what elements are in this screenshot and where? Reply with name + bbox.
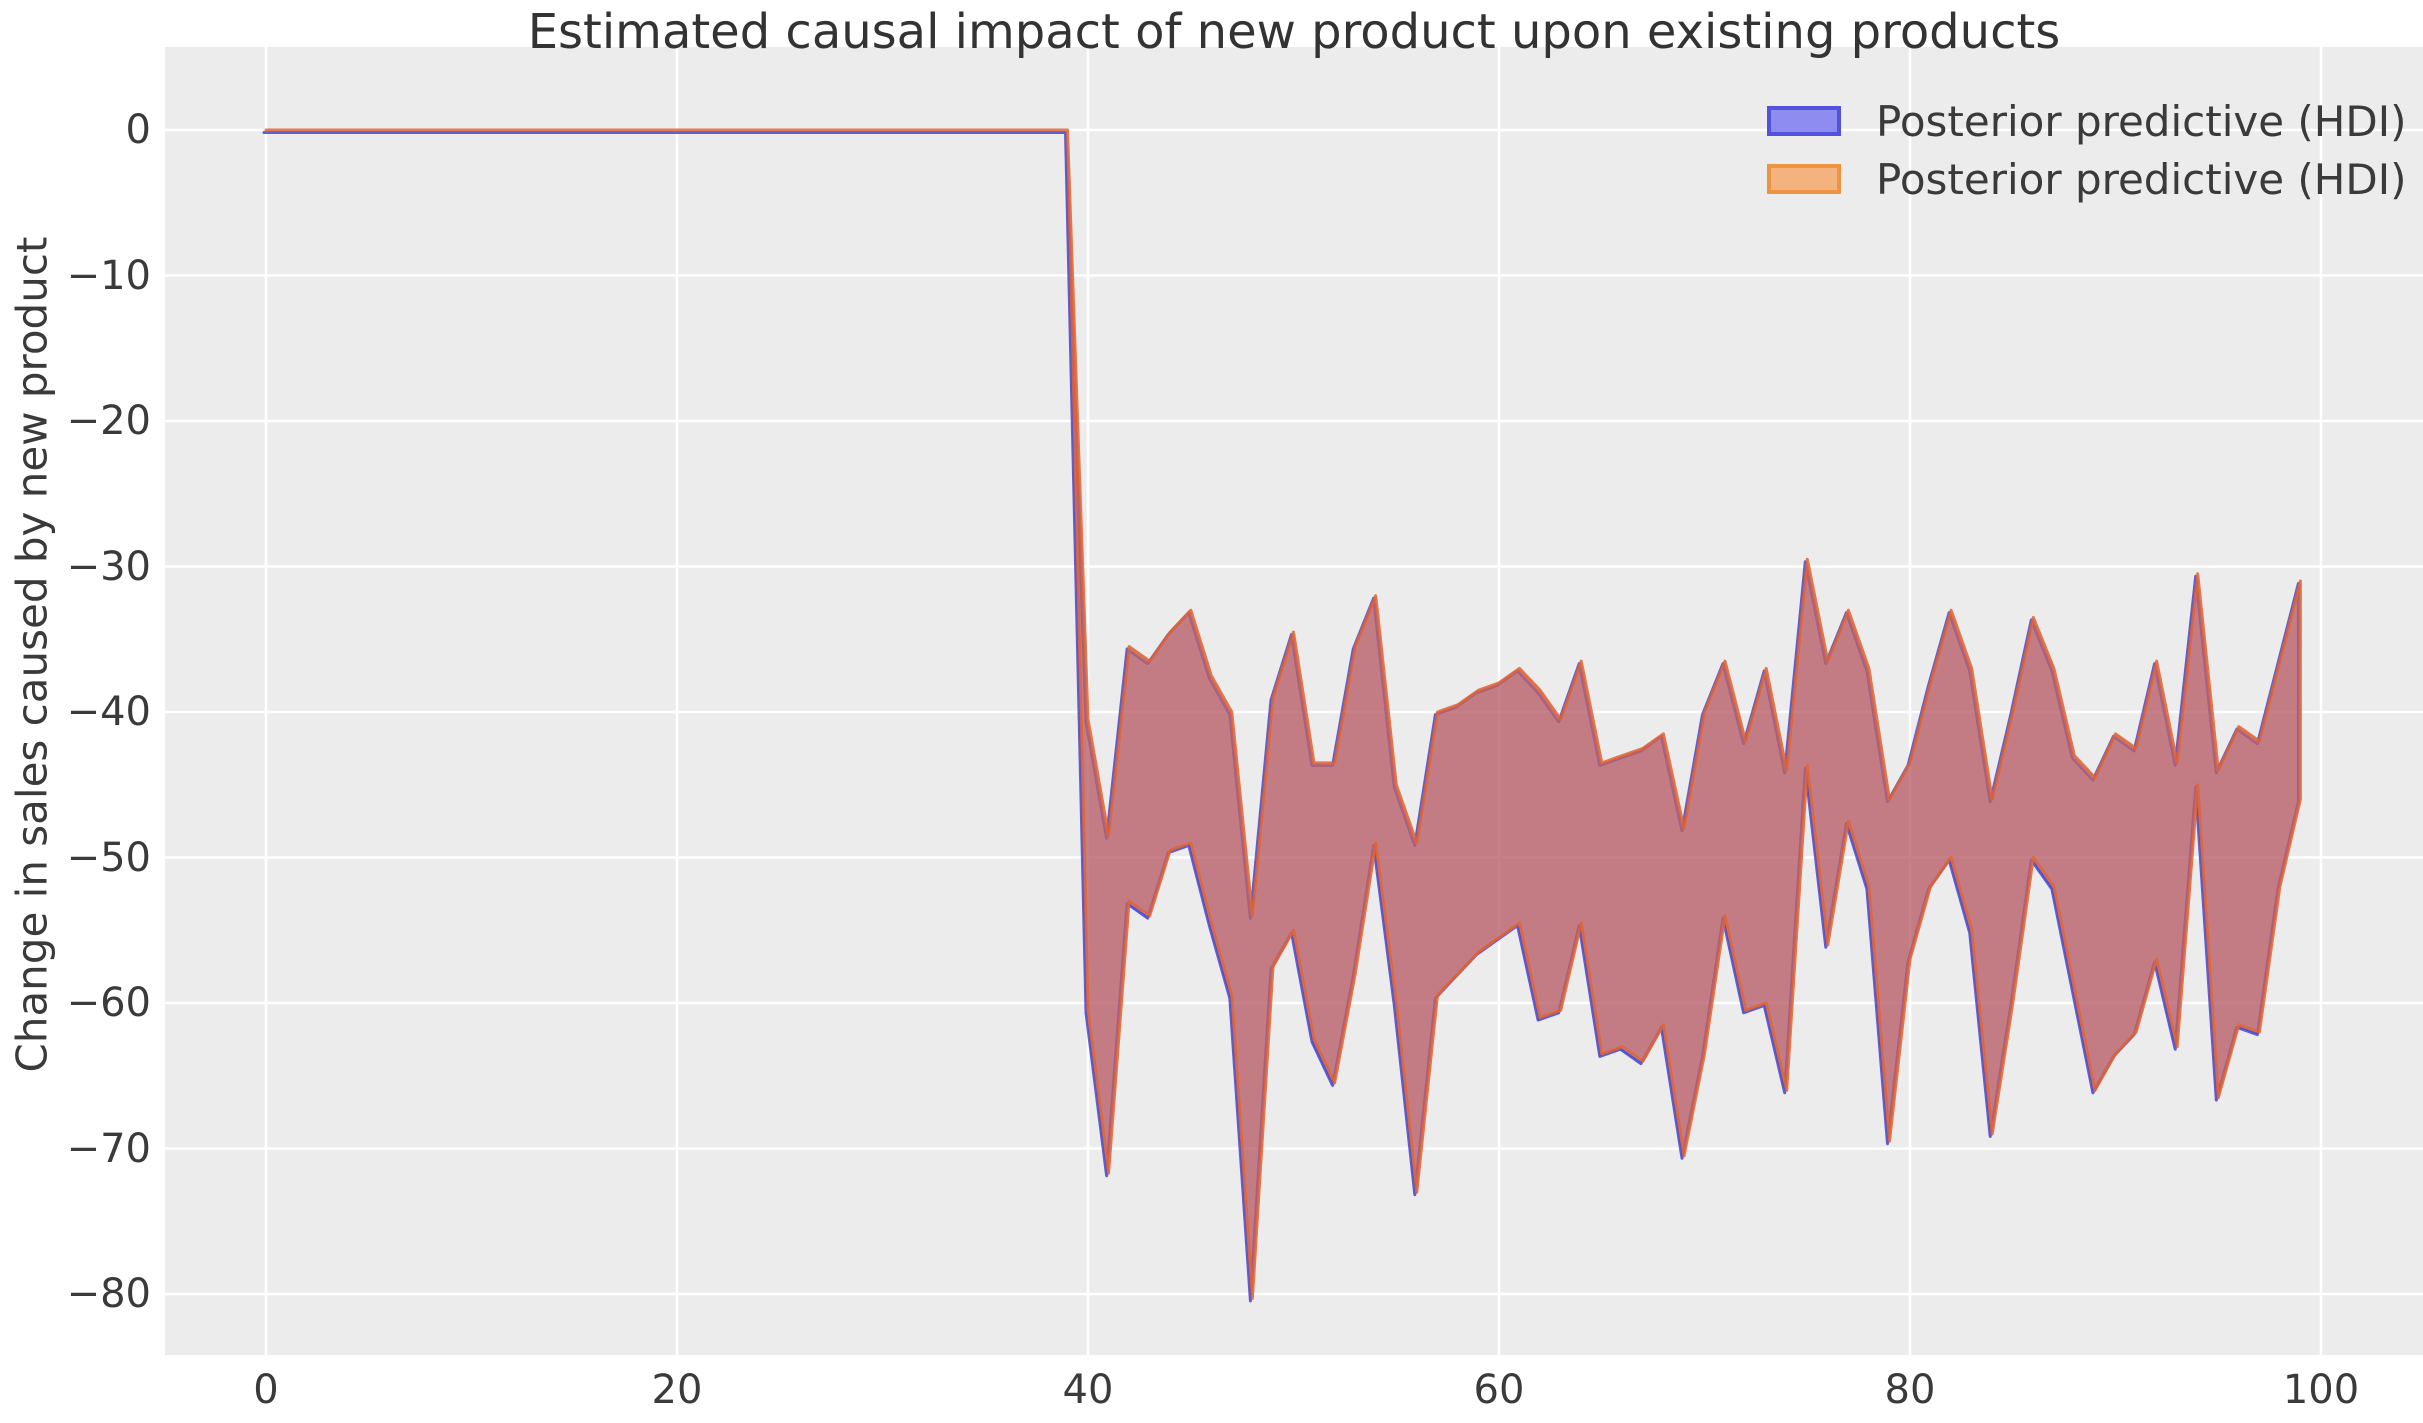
y-tick-label: −40 <box>66 689 151 735</box>
legend-item-blue: Posterior predictive (HDI) <box>1767 97 2407 146</box>
y-tick-label: −60 <box>66 980 151 1026</box>
legend-label-blue: Posterior predictive (HDI) <box>1876 96 2407 146</box>
x-tick-label: 60 <box>1473 1367 1525 1413</box>
x-tick-label: 100 <box>2282 1367 2360 1413</box>
legend-label-orange: Posterior predictive (HDI) <box>1876 154 2407 204</box>
x-tick-label: 20 <box>651 1367 703 1413</box>
legend-item-orange: Posterior predictive (HDI) <box>1767 155 2407 204</box>
y-tick-label: −50 <box>66 834 151 881</box>
x-tick-label: 40 <box>1062 1367 1114 1413</box>
chart-title: Estimated causal impact of new product u… <box>527 4 2061 60</box>
x-tick-label: 0 <box>253 1367 279 1413</box>
hdi-band-orange <box>264 128 2302 1300</box>
y-tick-label: −10 <box>66 252 151 299</box>
y-tick-label: −80 <box>66 1271 151 1317</box>
y-tick-label: −30 <box>66 543 151 590</box>
y-tick-label: 0 <box>125 107 151 153</box>
x-tick-label: 80 <box>1884 1367 1936 1413</box>
y-tick-label: −20 <box>66 398 151 444</box>
legend-swatch-orange-icon <box>1767 164 1841 194</box>
y-tick-label: −70 <box>66 1125 151 1172</box>
legend-swatch-blue-icon <box>1767 106 1841 136</box>
legend: Posterior predictive (HDI) Posterior pre… <box>1767 97 2407 219</box>
